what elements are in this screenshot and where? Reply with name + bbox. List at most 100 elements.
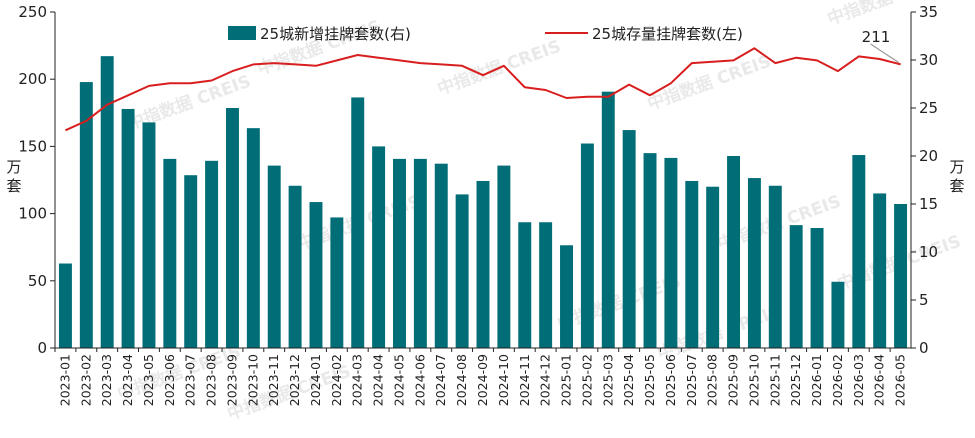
x-tick-label: 2025-12 [788, 354, 803, 406]
x-tick-label: 2024-08 [454, 354, 469, 406]
bar-2023-05 [142, 122, 156, 349]
bar-2026-05 [894, 204, 908, 348]
bar-2026-01 [810, 228, 824, 348]
watermark-text: 中指数据 CREIS [555, 271, 684, 335]
bar-2024-11 [518, 222, 532, 348]
x-tick-label: 2024-05 [391, 354, 406, 406]
x-tick-label: 2024-01 [308, 354, 323, 406]
left-tick-label: 0 [37, 339, 47, 357]
bar-2025-05 [643, 153, 657, 348]
x-tick-label: 2024-10 [496, 354, 511, 406]
legend-bar-label: 25城新增挂牌套数(右) [260, 25, 411, 43]
x-tick-label: 2023-04 [120, 354, 135, 406]
line-series [64, 47, 901, 132]
bar-2023-06 [163, 158, 177, 348]
bar-2025-09 [727, 156, 741, 348]
x-tick-label: 2026-01 [809, 354, 824, 406]
bar-2023-10 [246, 128, 260, 348]
bar-2025-10 [747, 178, 761, 348]
bar-2025-03 [601, 91, 615, 349]
bar-2023-09 [225, 108, 239, 348]
right-tick-label: 20 [919, 147, 938, 165]
bar-2025-07 [685, 180, 699, 348]
x-tick-label: 2025-04 [621, 354, 636, 406]
x-tick-label: 2023-08 [204, 354, 219, 406]
bar-2024-10 [497, 165, 511, 348]
x-tick-label: 2025-09 [726, 354, 741, 406]
bar-2024-05 [393, 158, 406, 348]
x-tick-label: 2026-04 [872, 354, 887, 406]
x-tick-label: 2025-08 [705, 354, 720, 406]
watermark-text: 中指数据 CREIS [645, 51, 774, 115]
bar-2024-12 [539, 222, 553, 348]
x-tick-label: 2023-12 [287, 354, 302, 406]
left-tick-label: 200 [18, 70, 47, 88]
annotation-label: 211 [862, 28, 891, 46]
right-tick-label: 15 [919, 195, 938, 213]
left-tick-label: 50 [28, 272, 47, 290]
x-tick-label: 2023-05 [141, 354, 156, 406]
x-tick-label: 2023-07 [183, 354, 198, 406]
legend: 25城新增挂牌套数(右) 25城存量挂牌套数(左) [228, 25, 743, 43]
bar-2025-11 [768, 185, 782, 348]
bar-2024-01 [309, 202, 323, 348]
x-tick-label: 2025-05 [642, 354, 657, 406]
x-tick-label: 2025-10 [746, 354, 761, 406]
right-tick-label: 35 [919, 3, 938, 21]
bar-2023-12 [288, 185, 302, 348]
left-axis-unit: 套 [6, 177, 21, 195]
bar-2024-06 [413, 158, 427, 348]
x-tick-label: 2023-06 [162, 354, 177, 406]
x-tick-label: 2026-05 [893, 354, 908, 406]
bar-2025-02 [580, 143, 594, 348]
bar-2025-06 [664, 157, 678, 348]
x-tick-label: 2026-02 [830, 354, 845, 406]
bar-2025-01 [560, 245, 573, 348]
x-tick-label: 2024-09 [475, 354, 490, 406]
x-tick-label: 2024-02 [329, 354, 344, 406]
x-tick-label: 2025-06 [663, 354, 678, 406]
right-tick-label: 10 [919, 243, 938, 261]
x-tick-label: 2024-03 [350, 354, 365, 406]
x-tick-label: 2024-06 [412, 354, 427, 406]
x-tick-label: 2024-07 [433, 354, 448, 406]
bar-series [58, 56, 908, 349]
bar-2023-08 [205, 160, 219, 348]
bar-2024-02 [330, 217, 344, 348]
right-tick-label: 30 [919, 51, 938, 69]
right-tick-label: 25 [919, 99, 938, 117]
x-tick-label: 2025-03 [600, 354, 615, 406]
x-tick-label: 2024-11 [517, 354, 532, 406]
left-tick-label: 150 [18, 137, 47, 155]
x-tick-label: 2025-01 [559, 354, 574, 406]
x-tick-label: 2023-09 [224, 354, 239, 406]
bar-2023-03 [100, 56, 114, 348]
right-tick-label: 0 [919, 339, 929, 357]
bar-2023-01 [58, 263, 72, 348]
left-axis-unit: 万 [6, 158, 21, 176]
right-axis-unit: 万 [949, 158, 964, 176]
x-tick-label: 2023-01 [57, 354, 72, 406]
axes: 05010015020025005101520253035万套万套2023-01… [6, 3, 964, 406]
x-tick-label: 2023-10 [245, 354, 260, 406]
annotation-leader [870, 43, 899, 63]
bar-2025-12 [789, 225, 803, 348]
left-tick-label: 100 [18, 205, 47, 223]
x-tick-label: 2024-04 [371, 354, 386, 406]
x-tick-label: 2025-11 [767, 354, 782, 406]
bar-2023-04 [121, 108, 135, 349]
bar-2024-08 [455, 194, 469, 348]
x-tick-label: 2025-02 [579, 354, 594, 406]
x-tick-label: 2023-03 [99, 354, 114, 406]
bar-2025-04 [622, 130, 636, 348]
x-tick-label: 2024-12 [538, 354, 553, 406]
bar-2026-04 [873, 193, 887, 348]
stock-listings-line [64, 47, 901, 132]
x-tick-label: 2023-11 [266, 354, 281, 406]
right-tick-label: 5 [919, 291, 929, 309]
x-tick-label: 2025-07 [684, 354, 699, 406]
x-tick-label: 2026-03 [851, 354, 866, 406]
legend-line-label: 25城存量挂牌套数(左) [592, 25, 743, 43]
legend-bar-swatch [228, 26, 256, 40]
